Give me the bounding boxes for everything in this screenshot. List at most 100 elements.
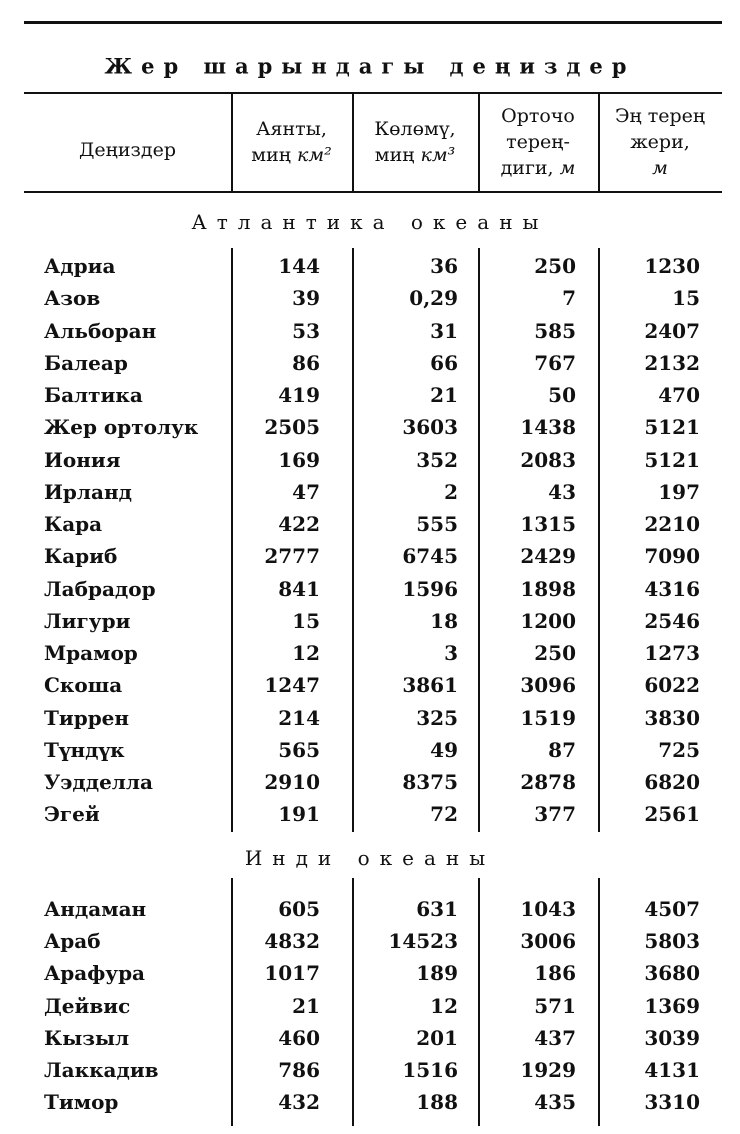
- column-header: Эң терең жери, м: [598, 103, 722, 181]
- sea-name: Лаккадив: [44, 1058, 159, 1082]
- cell-value: 6820: [644, 770, 700, 794]
- column-rule: [598, 248, 600, 832]
- cell-value: 14523: [388, 929, 458, 954]
- section-title: Атлантика океаны: [191, 210, 549, 234]
- header-unit: м: [652, 157, 668, 179]
- cell-value: 5121: [644, 415, 700, 440]
- cell-value: 2910: [264, 770, 320, 794]
- cell-value: 1516: [402, 1058, 458, 1082]
- cell-value: 36: [430, 254, 458, 278]
- cell-value: 43: [548, 479, 576, 504]
- cell-value: 1230: [644, 254, 700, 278]
- cell-value: 39: [292, 286, 320, 311]
- header-line: Көлөмү,: [352, 116, 478, 142]
- cell-value: 6745: [402, 544, 458, 569]
- cell-value: 422: [278, 512, 320, 536]
- cell-value: 2429: [520, 544, 576, 569]
- header-line: диги, м: [478, 155, 598, 181]
- cell-value: 1315: [520, 512, 576, 536]
- cell-value: 4507: [644, 897, 700, 921]
- header-line: миң км³: [352, 142, 478, 168]
- cell-value: 1043: [520, 897, 576, 921]
- sea-name: Тимор: [44, 1090, 119, 1115]
- cell-value: 4131: [644, 1058, 700, 1082]
- cell-value: 2561: [644, 802, 700, 827]
- sea-name: Азов: [44, 286, 101, 311]
- cell-value: 2878: [520, 770, 576, 794]
- cell-value: 1273: [644, 641, 700, 665]
- cell-value: 767: [534, 350, 576, 375]
- cell-value: 2132: [644, 350, 700, 375]
- cell-value: 3: [444, 641, 458, 665]
- cell-value: 21: [292, 993, 320, 1018]
- header-text: диги,: [500, 157, 560, 179]
- cell-value: 86: [292, 350, 320, 375]
- cell-value: 7: [562, 286, 576, 311]
- cell-value: 188: [416, 1090, 458, 1115]
- cell-value: 53: [292, 318, 320, 343]
- sea-name: Балеар: [44, 350, 128, 375]
- cell-value: 4316: [644, 576, 700, 601]
- cell-value: 12: [292, 641, 320, 665]
- cell-value: 2210: [644, 512, 700, 536]
- cell-value: 144: [278, 254, 320, 278]
- header-text: Деңиздер: [78, 139, 176, 161]
- cell-value: 18: [430, 608, 458, 633]
- cell-value: 841: [278, 576, 320, 601]
- cell-value: 8375: [402, 770, 458, 794]
- cell-value: 460: [278, 1025, 320, 1050]
- header-line: м: [598, 155, 722, 181]
- sea-name: Лигури: [44, 608, 131, 633]
- cell-value: 31: [430, 318, 458, 343]
- column-rule: [231, 248, 233, 832]
- cell-value: 49: [430, 737, 458, 762]
- header-unit: м: [559, 157, 576, 179]
- rule: [24, 191, 722, 193]
- cell-value: 1519: [520, 705, 576, 730]
- cell-value: 201: [416, 1025, 458, 1050]
- cell-value: 189: [416, 961, 458, 986]
- cell-value: 352: [416, 447, 458, 472]
- cell-value: 1200: [520, 608, 576, 633]
- sea-name: Мрамор: [44, 641, 138, 665]
- header-text: жери,: [630, 131, 690, 153]
- header-text: Көлөмү,: [374, 118, 456, 140]
- sea-name: Дейвис: [44, 993, 131, 1018]
- header-text: Эң терең: [614, 105, 706, 127]
- cell-value: 15: [292, 608, 320, 633]
- sea-name: Балтика: [44, 383, 143, 407]
- cell-value: 555: [416, 512, 458, 536]
- rule: [24, 92, 722, 94]
- column-rule: [598, 93, 600, 192]
- cell-value: 5803: [644, 929, 700, 954]
- section-title: Инди океаны: [244, 846, 496, 870]
- cell-value: 3310: [644, 1090, 700, 1115]
- cell-value: 3096: [520, 673, 576, 698]
- cell-value: 5121: [644, 447, 700, 472]
- column-rule: [352, 93, 354, 192]
- column-rule: [231, 878, 233, 1126]
- sea-name: Эгей: [44, 802, 100, 827]
- cell-value: 2: [444, 479, 458, 504]
- rule: [24, 21, 722, 24]
- sea-name: Уэдделла: [44, 770, 153, 794]
- cell-value: 4832: [264, 929, 320, 954]
- header-text: терең-: [506, 131, 570, 153]
- cell-value: 2505: [264, 415, 320, 440]
- cell-value: 565: [278, 737, 320, 762]
- cell-value: 1929: [520, 1058, 576, 1082]
- header-line: миң км²: [231, 142, 352, 168]
- cell-value: 1247: [264, 673, 320, 698]
- cell-value: 1369: [644, 993, 700, 1018]
- sea-name: Кара: [44, 512, 103, 536]
- header-line: терең-: [478, 129, 598, 155]
- sea-name: Ирланд: [44, 479, 132, 504]
- column-rule: [598, 878, 600, 1126]
- header-text: миң: [374, 144, 421, 166]
- header-line: жери,: [598, 129, 722, 155]
- cell-value: 325: [416, 705, 458, 730]
- header-text: Орточо: [501, 105, 575, 127]
- sea-name: Жер ортолук: [44, 415, 199, 440]
- cell-value: 87: [548, 737, 576, 762]
